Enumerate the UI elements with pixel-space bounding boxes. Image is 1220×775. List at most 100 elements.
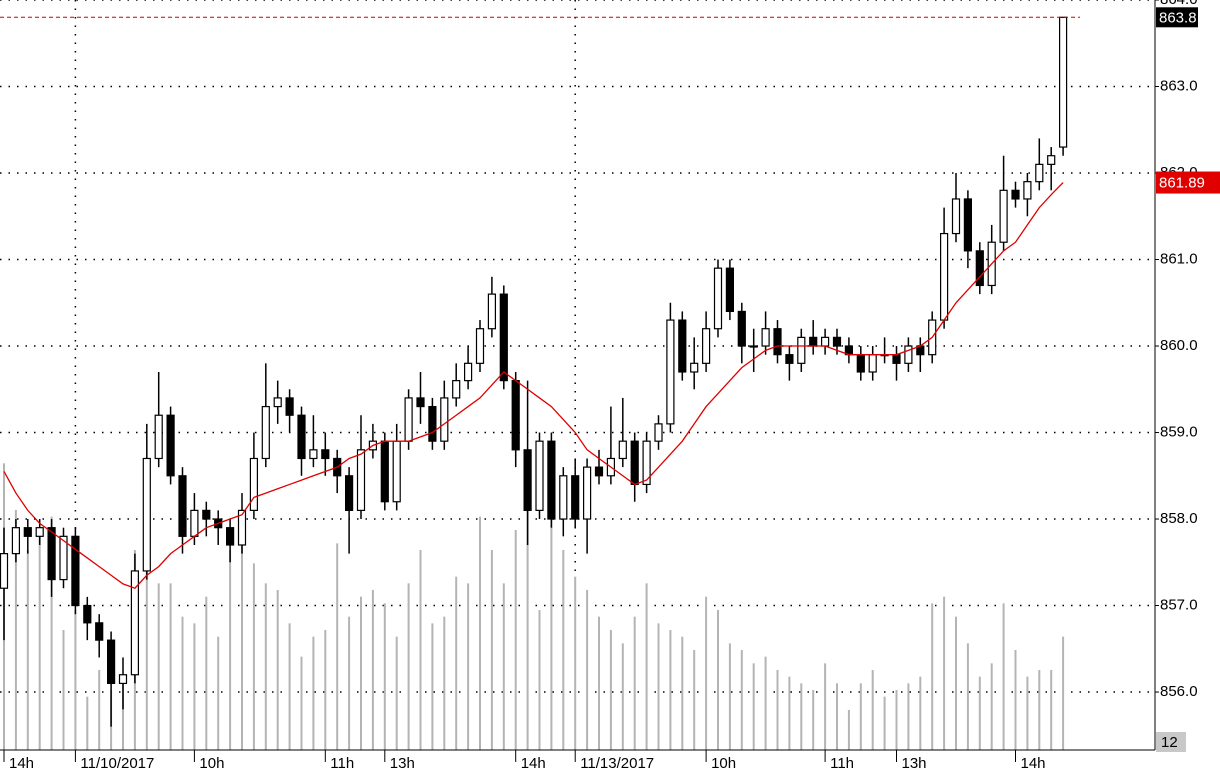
volume-bar bbox=[300, 656, 303, 750]
candle-body bbox=[71, 535, 80, 607]
volume-bar bbox=[181, 616, 184, 750]
candle-body bbox=[380, 440, 389, 503]
candle-body bbox=[261, 405, 270, 460]
volume-scale-box bbox=[1156, 732, 1186, 752]
candle-body bbox=[582, 466, 592, 520]
candle-body bbox=[820, 336, 830, 347]
x-tick-label: 10h bbox=[199, 755, 224, 772]
candle-body bbox=[23, 527, 32, 537]
candle-body bbox=[1011, 189, 1020, 200]
volume-bar bbox=[931, 603, 934, 750]
x-tick-label: 14h bbox=[1021, 755, 1046, 772]
volume-bar bbox=[145, 530, 148, 750]
candle-body bbox=[11, 527, 20, 555]
candle-body bbox=[95, 622, 104, 641]
candle-body bbox=[594, 466, 604, 477]
candle-body bbox=[737, 310, 746, 347]
candle-body bbox=[975, 250, 984, 287]
volume-bar bbox=[1038, 670, 1041, 750]
volume-bar bbox=[907, 683, 910, 750]
volume-bar bbox=[609, 630, 612, 750]
volume-bar bbox=[1050, 670, 1053, 750]
last-price-box bbox=[1156, 7, 1198, 28]
volume-bar bbox=[38, 530, 41, 750]
volume-bar bbox=[62, 630, 65, 750]
candle-body bbox=[273, 397, 282, 408]
ma-value-label: 861.89 bbox=[1159, 174, 1205, 191]
volume-bar bbox=[990, 663, 993, 750]
x-tick-label: 11h bbox=[830, 755, 854, 772]
candle-body bbox=[618, 440, 627, 460]
candle-body bbox=[83, 604, 92, 624]
candle-body bbox=[654, 423, 663, 442]
x-tick-label: 14h bbox=[521, 755, 546, 772]
candle-body bbox=[440, 397, 449, 442]
volume-bar bbox=[1002, 603, 1005, 750]
volume-bar bbox=[871, 670, 874, 750]
moving-average-line bbox=[3, 182, 1064, 589]
volume-bar bbox=[966, 643, 969, 750]
candle-body bbox=[226, 527, 235, 546]
volume-bar bbox=[681, 636, 684, 750]
volume-bar bbox=[241, 530, 243, 750]
volume-bar bbox=[740, 650, 743, 750]
candle-body bbox=[523, 449, 532, 511]
volume-bar bbox=[824, 663, 827, 750]
candle-body bbox=[1035, 163, 1044, 183]
volume-bar bbox=[776, 670, 779, 750]
volume-bar bbox=[169, 583, 172, 750]
candle-body bbox=[237, 509, 247, 546]
volume-bar bbox=[348, 616, 351, 750]
candle-body bbox=[725, 267, 735, 313]
candle-body bbox=[892, 354, 901, 364]
x-tick-label: 14h bbox=[9, 755, 34, 772]
volume-bar bbox=[728, 643, 731, 750]
volume-bar bbox=[586, 590, 589, 750]
volume-bar bbox=[919, 676, 922, 750]
candle-body bbox=[630, 440, 639, 486]
candle-body bbox=[475, 328, 485, 364]
candle-body bbox=[452, 380, 461, 399]
candle-body bbox=[642, 440, 651, 486]
volume-bar bbox=[157, 583, 160, 750]
volume-bar bbox=[50, 516, 53, 750]
candle-body bbox=[35, 527, 44, 537]
candle-body bbox=[809, 336, 818, 347]
candle-body bbox=[356, 449, 366, 511]
volume-bar bbox=[836, 683, 838, 750]
volume-bar bbox=[514, 530, 517, 750]
y-tick-label: 860.0 bbox=[1160, 337, 1198, 354]
candle-body bbox=[392, 440, 401, 503]
y-tick-label: 859.0 bbox=[1160, 423, 1198, 440]
y-tick-label: 864.0 bbox=[1160, 0, 1198, 8]
candle-body bbox=[535, 440, 544, 511]
candle-body bbox=[416, 397, 425, 408]
volume-bar bbox=[26, 550, 29, 750]
volume-bar bbox=[978, 676, 981, 750]
y-tick-label: 863.0 bbox=[1160, 77, 1198, 94]
volume-bar bbox=[360, 596, 362, 750]
volume-bar bbox=[407, 583, 410, 750]
candle-body bbox=[1047, 155, 1056, 165]
volume-scale-label: 12 bbox=[1161, 734, 1178, 751]
volume-bar bbox=[74, 610, 77, 750]
ma-value-box bbox=[1156, 171, 1220, 194]
volume-bar bbox=[229, 550, 232, 750]
candle-body bbox=[856, 354, 865, 373]
volume-bar bbox=[705, 596, 708, 750]
volume-bar bbox=[1014, 650, 1017, 750]
candle-body bbox=[690, 362, 699, 373]
candle-body bbox=[249, 457, 258, 511]
volume-bar bbox=[657, 623, 660, 750]
volume-bar bbox=[502, 583, 505, 750]
volume-bar bbox=[324, 630, 327, 750]
volume-bar bbox=[598, 616, 600, 750]
x-tick-label: 13h bbox=[902, 755, 927, 772]
volume-bar bbox=[276, 590, 279, 750]
volume-bar bbox=[621, 643, 624, 750]
volume-bar bbox=[693, 650, 696, 750]
candle-body bbox=[666, 319, 675, 425]
volume-bar bbox=[312, 636, 315, 750]
